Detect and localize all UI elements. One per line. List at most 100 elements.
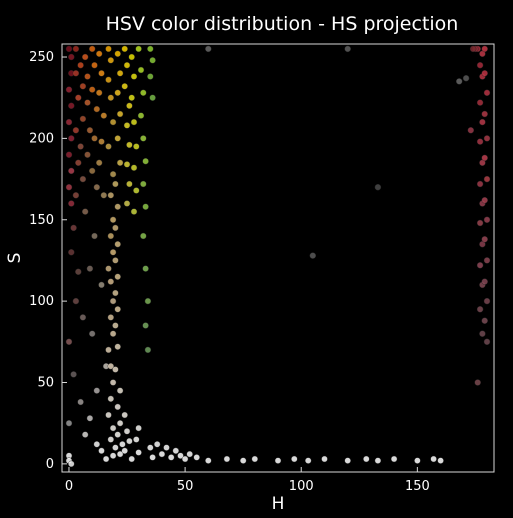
- data-point: [481, 45, 488, 53]
- data-point: [65, 338, 73, 345]
- data-point: [65, 86, 73, 93]
- data-point: [88, 86, 96, 93]
- data-point: [126, 437, 133, 445]
- data-point: [462, 74, 470, 82]
- data-point: [309, 252, 316, 259]
- data-points: [65, 45, 491, 468]
- data-point: [193, 454, 200, 461]
- y-tick-label: 250: [29, 50, 54, 65]
- data-point: [483, 297, 491, 305]
- data-point: [483, 175, 491, 183]
- data-point: [305, 457, 312, 464]
- data-point: [72, 192, 80, 199]
- data-point: [65, 183, 73, 191]
- data-point: [344, 457, 351, 464]
- data-point: [186, 450, 193, 458]
- data-point: [65, 118, 73, 126]
- data-point: [88, 167, 96, 175]
- data-point: [133, 436, 140, 443]
- data-point: [181, 455, 189, 463]
- data-point: [95, 50, 103, 57]
- data-point: [95, 89, 103, 97]
- data-point: [149, 454, 156, 461]
- data-point: [107, 395, 115, 402]
- data-point: [147, 73, 154, 80]
- data-point: [114, 135, 121, 142]
- data-point: [72, 70, 80, 77]
- data-point: [119, 441, 126, 448]
- data-point: [481, 154, 488, 162]
- data-point: [105, 143, 112, 150]
- data-point: [109, 424, 117, 432]
- x-tick-label: 50: [177, 479, 194, 494]
- chart-title: HSV color distribution - HS projection: [106, 13, 459, 35]
- data-point: [88, 330, 96, 337]
- data-point: [481, 317, 488, 324]
- data-point: [116, 450, 124, 458]
- data-point: [430, 455, 437, 463]
- y-tick-label: 0: [46, 457, 54, 472]
- data-point: [149, 94, 156, 101]
- data-point: [476, 219, 484, 227]
- data-point: [105, 45, 112, 53]
- data-point: [105, 346, 112, 354]
- data-point: [109, 249, 117, 256]
- data-point: [86, 265, 94, 272]
- data-point: [112, 257, 119, 264]
- data-point: [79, 115, 87, 123]
- data-point: [68, 135, 75, 142]
- data-point: [456, 78, 463, 85]
- data-point: [93, 105, 101, 113]
- data-point: [123, 61, 131, 69]
- data-point: [114, 89, 121, 97]
- data-point: [93, 441, 101, 448]
- data-point: [79, 83, 87, 90]
- data-point: [130, 208, 138, 215]
- data-point: [91, 232, 98, 240]
- data-point: [140, 89, 147, 97]
- data-point: [109, 216, 117, 224]
- data-point: [123, 161, 131, 168]
- data-point: [109, 118, 117, 126]
- data-point: [142, 157, 149, 165]
- data-point: [98, 281, 105, 289]
- data-point: [126, 102, 133, 110]
- data-point: [88, 45, 96, 53]
- data-point: [81, 431, 89, 438]
- data-point: [107, 436, 115, 443]
- data-point: [79, 175, 87, 183]
- data-point: [107, 363, 115, 370]
- data-point: [476, 180, 484, 188]
- data-point: [147, 45, 154, 53]
- data-point: [100, 192, 108, 199]
- data-point: [239, 457, 247, 464]
- data-point: [70, 224, 77, 232]
- data-point: [374, 183, 382, 191]
- data-point: [112, 224, 119, 232]
- data-point: [72, 297, 80, 305]
- data-point: [483, 257, 491, 264]
- data-point: [130, 118, 138, 126]
- data-point: [114, 273, 121, 280]
- data-point: [77, 61, 84, 69]
- data-point: [481, 70, 488, 77]
- data-point: [68, 200, 75, 207]
- data-point: [86, 415, 94, 422]
- data-point: [107, 314, 115, 321]
- data-point: [140, 180, 147, 188]
- data-point: [105, 76, 112, 84]
- plot-area: 0 50 100 150 0 50 100 150 200 250: [29, 43, 495, 494]
- data-point: [147, 444, 154, 451]
- data-point: [123, 122, 131, 129]
- data-point: [390, 455, 398, 463]
- data-point: [374, 457, 382, 464]
- data-point: [126, 180, 133, 188]
- data-point: [112, 444, 119, 451]
- data-point: [144, 297, 152, 305]
- y-tick-label: 200: [29, 131, 54, 146]
- data-point: [68, 53, 75, 61]
- data-point: [93, 387, 101, 394]
- data-point: [133, 143, 140, 150]
- data-point: [128, 53, 135, 61]
- data-point: [116, 159, 124, 167]
